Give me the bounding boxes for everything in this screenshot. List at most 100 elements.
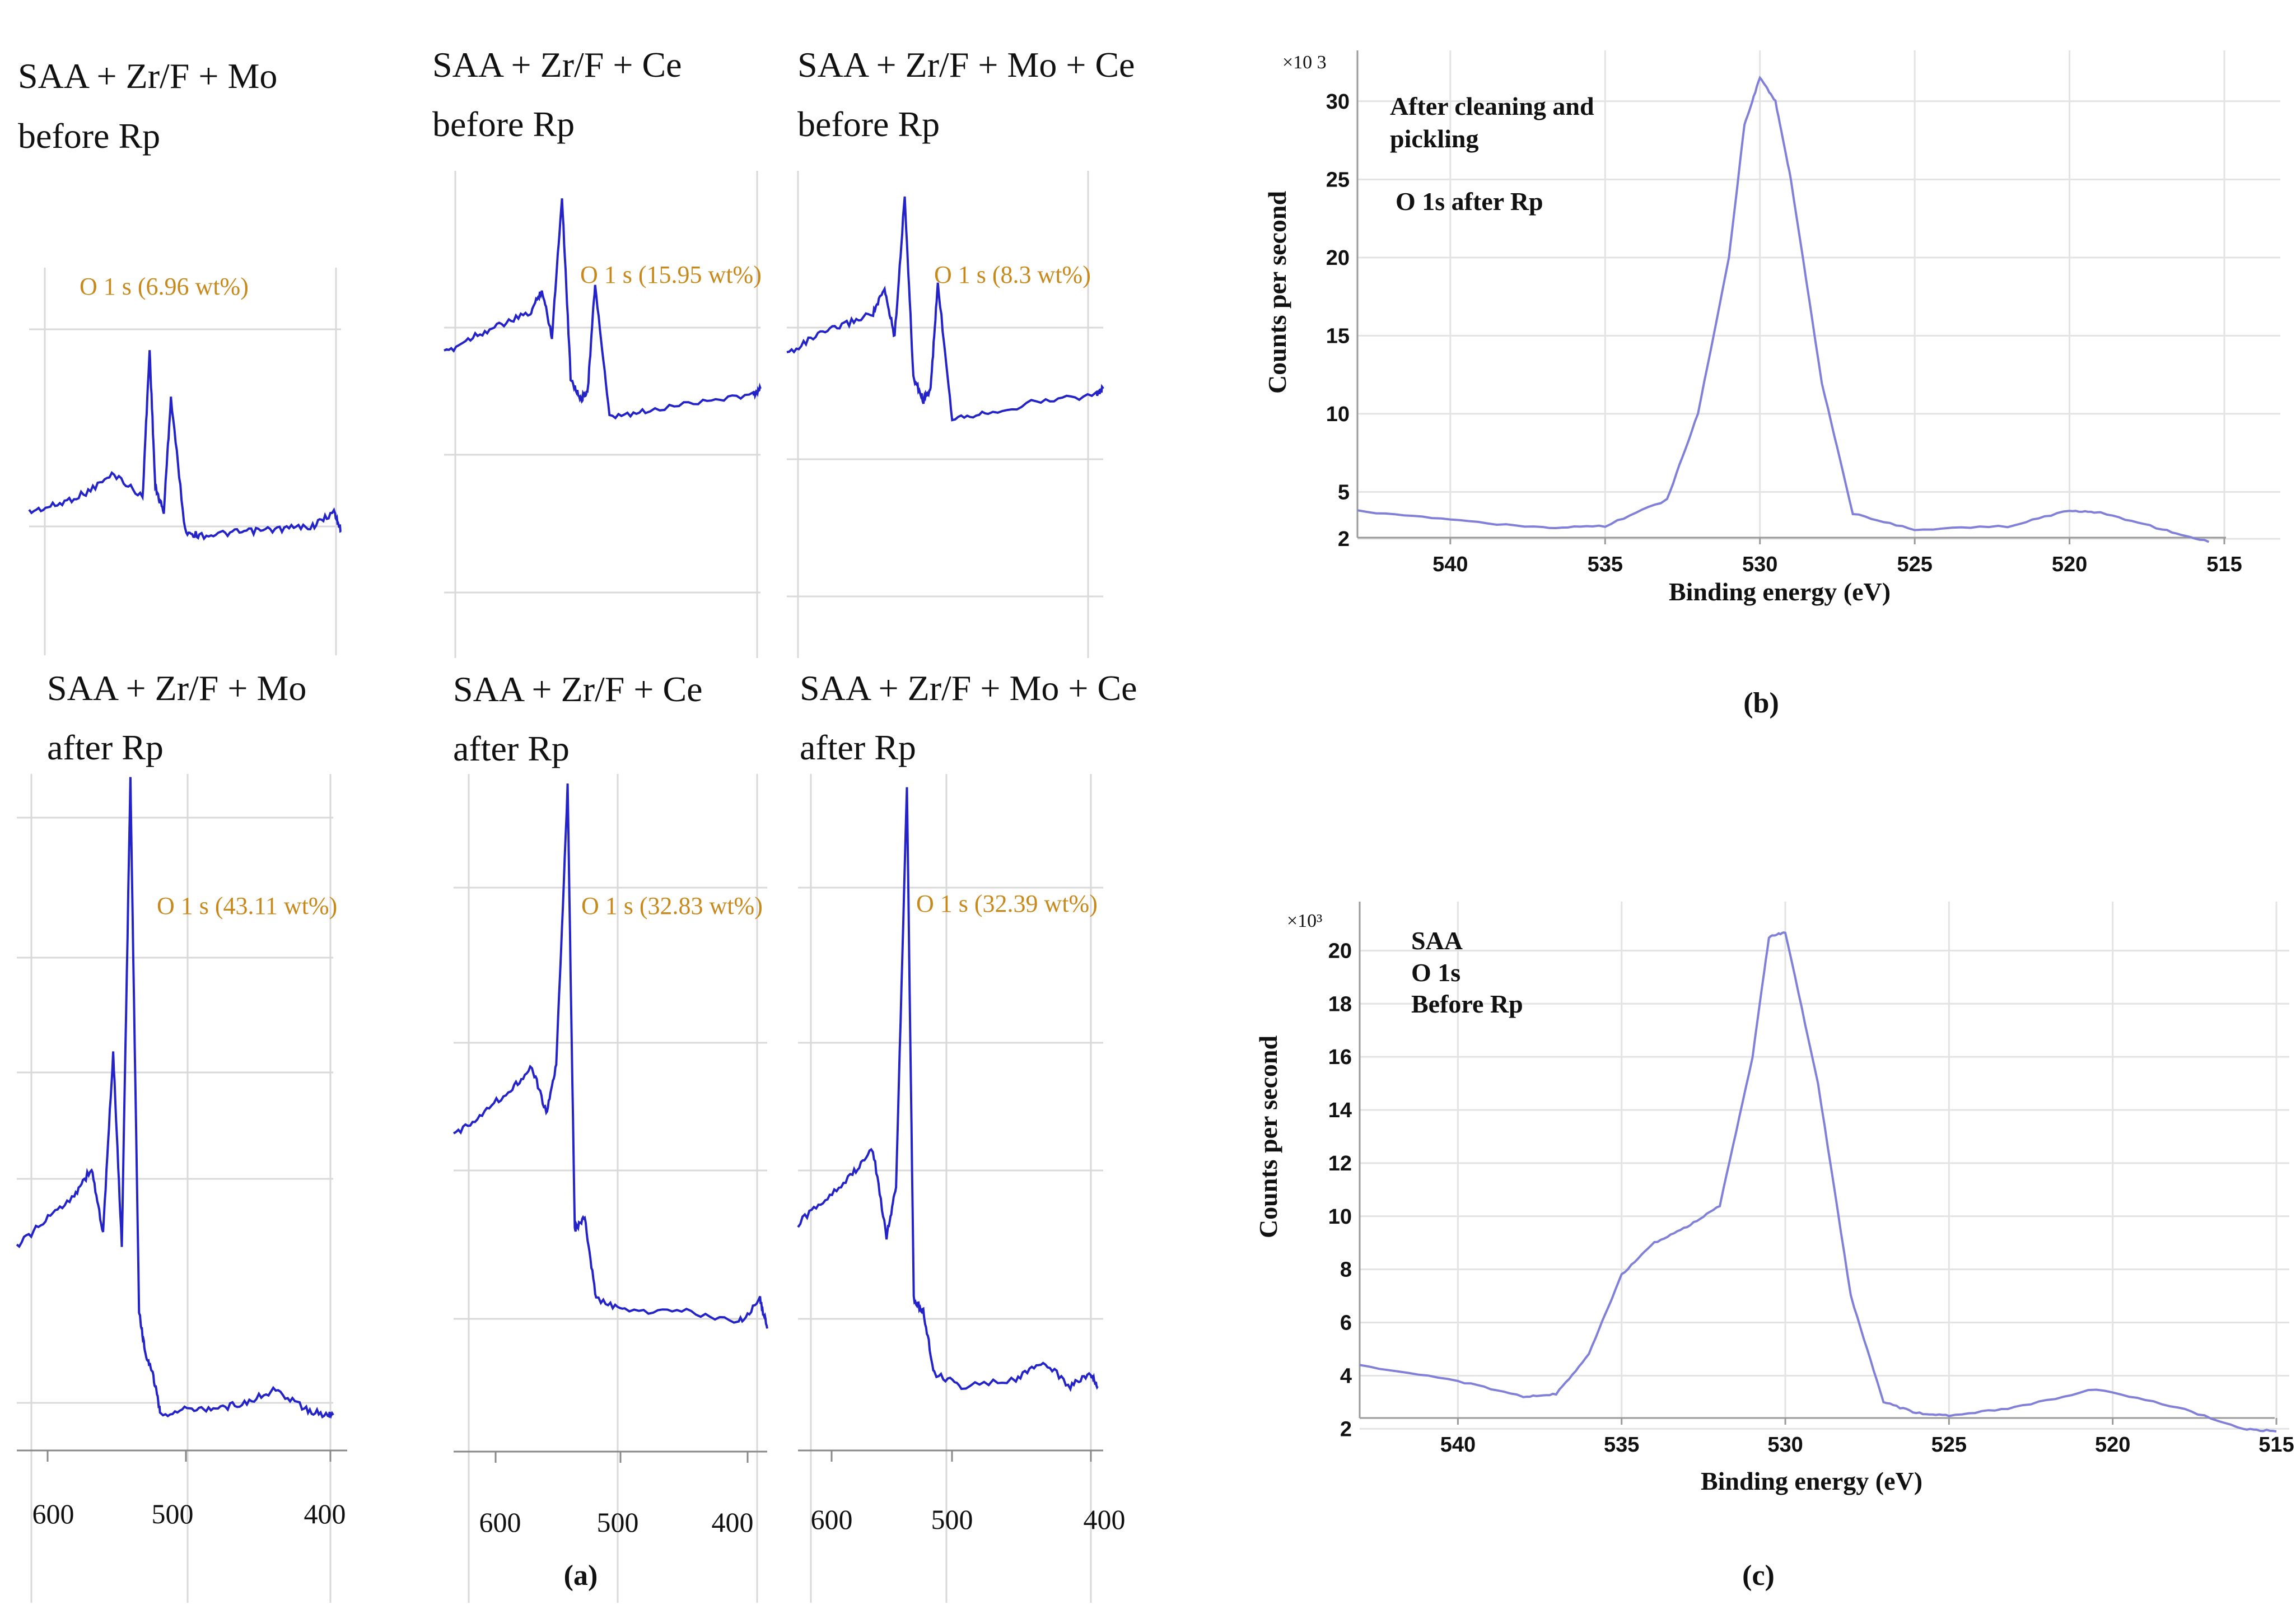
plot-c-y-tick-label: 12 (1328, 1152, 1352, 1175)
plot-b-y-tick-label: 15 (1326, 324, 1350, 348)
plot-b-y-tick-label: 30 (1326, 90, 1350, 114)
plot-c-annotation-line2: O 1s (1411, 958, 1460, 987)
plot-a5: SAA + Zr/F + Ce after Rp 600 500 400 O 1… (453, 669, 768, 1603)
plot-a2-area (444, 171, 760, 658)
plot-a4-x-tick-label: 500 (152, 1498, 194, 1529)
plot-c-x-tick-label: 515 (2258, 1433, 2294, 1457)
plot-a2-spectrum-line (444, 198, 762, 420)
plot-b-multiplier: ×10 3 (1282, 52, 1327, 73)
plot-a2-title-line1: SAA + Zr/F + Ce (432, 45, 682, 85)
plot-c-x-tick-label: 535 (1604, 1433, 1639, 1457)
caption-a: (a) (564, 1560, 598, 1592)
plot-a2-title-line2: before Rp (432, 104, 575, 144)
plot-b-annotation-line1: After cleaning and (1390, 92, 1594, 120)
plot-a5-peak-label: O 1 s (32.83 wt%) (581, 892, 763, 920)
plot-c-area (1360, 902, 2289, 1418)
plot-b-x-tick-label: 540 (1432, 553, 1468, 576)
plot-a6: SAA + Zr/F + Mo + Ce after Rp 600 500 40… (797, 668, 1137, 1603)
plot-a2-peak-label: O 1 s (15.95 wt%) (580, 261, 762, 288)
plot-a5-title-line2: after Rp (453, 729, 570, 768)
panel-a: SAA + Zr/F + Mo before Rp O 1 s (6.96 wt… (16, 45, 1137, 1603)
plot-b-y-tick-label: 5 (1338, 481, 1350, 504)
plot-b-y-tick-label: 2 (1338, 528, 1350, 551)
plot-a4-area (17, 774, 333, 1603)
plot-c-y-tick-label: 14 (1328, 1099, 1352, 1122)
plot-a3: SAA + Zr/F + Mo + Ce before Rp O 1 s (8.… (786, 45, 1135, 658)
plot-a3-title-line2: before Rp (797, 104, 940, 144)
plot-a1: SAA + Zr/F + Mo before Rp O 1 s (6.96 wt… (18, 56, 342, 655)
plot-c-spectrum-line (1359, 931, 2277, 1433)
plot-b-area (1357, 50, 2280, 538)
plot-a6-area (798, 774, 1103, 1603)
plot-b-x-tick-label: 535 (1588, 553, 1623, 576)
plot-c-x-tick-label: 520 (2095, 1433, 2130, 1457)
plot-b-y-tick-label: 20 (1326, 246, 1350, 270)
plot-c-multiplier: ×10³ (1287, 911, 1322, 931)
plot-c-y-tick-label: 4 (1340, 1364, 1352, 1388)
plot-a1-title-line2: before Rp (18, 116, 160, 156)
plot-a6-x-tick-label: 600 (811, 1504, 853, 1535)
plot-c-y-tick-label: 6 (1340, 1312, 1352, 1335)
plot-c-x-tick-label: 525 (1931, 1433, 1967, 1457)
plot-b-annotation-line3: O 1s after Rp (1396, 187, 1543, 216)
plot-a5-x-tick-label: 600 (479, 1506, 521, 1538)
plot-a4-x-tick-label: 600 (32, 1498, 74, 1529)
plot-a4-title-line2: after Rp (47, 727, 164, 767)
plot-a1-spectrum-line (28, 350, 342, 541)
plot-c-ticks: 2 4 6 8 10 12 14 16 18 20 540 535 530 525 520 515 (1328, 939, 2294, 1457)
plot-a3-area (787, 171, 1103, 658)
plot-a4-peak-label: O 1 s (43.11 wt%) (157, 892, 337, 920)
plot-a6-title-line2: after Rp (800, 727, 916, 767)
plot-a6-title-line1: SAA + Zr/F + Mo + Ce (800, 668, 1137, 708)
plot-a1-peak-label: O 1 s (6.96 wt%) (80, 273, 249, 300)
caption-b: (b) (1743, 687, 1779, 719)
plot-c-y-label: Counts per second (1254, 1035, 1282, 1239)
plot-b-y-label: Counts per second (1263, 191, 1291, 394)
plot-c-y-tick-label: 18 (1328, 992, 1352, 1016)
plot-b-x-tick-label: 520 (2052, 553, 2087, 576)
plot-a6-spectrum-line (797, 787, 1099, 1392)
plot-a6-x-tick-label: 400 (1084, 1504, 1126, 1535)
plot-b-x-tick-label: 515 (2206, 553, 2242, 576)
plot-a5-title-line1: SAA + Zr/F + Ce (453, 669, 703, 709)
plot-b-y-tick-label: 10 (1326, 403, 1350, 426)
plot-a5-spectrum-line (453, 783, 768, 1329)
plot-b-x-tick-label: 525 (1897, 553, 1932, 576)
plot-c-y-tick-label: 16 (1328, 1046, 1352, 1069)
plot-b-spectrum-line (1357, 76, 2210, 543)
plot-a4-x-tick-label: 400 (304, 1498, 346, 1529)
plot-a3-peak-label: O 1 s (8.3 wt%) (934, 261, 1091, 288)
plot-c-x-tick-label: 530 (1767, 1433, 1803, 1457)
plot-c-annotation-line1: SAA (1411, 926, 1463, 955)
plot-a3-title-line1: SAA + Zr/F + Mo + Ce (797, 45, 1135, 85)
plot-c-y-tick-label: 8 (1340, 1258, 1352, 1282)
plot-a5-x-tick-label: 500 (597, 1506, 639, 1538)
plot-a4: SAA + Zr/F + Mo after Rp 600 500 400 O 1… (16, 668, 347, 1603)
plot-b-y-tick-label: 25 (1326, 168, 1350, 192)
plot-c-y-tick-label: 10 (1328, 1205, 1352, 1229)
plot-c-grid (1360, 902, 2289, 1430)
plot-c-x-tick-label: 540 (1440, 1433, 1476, 1457)
plot-a1-title-line1: SAA + Zr/F + Mo (18, 56, 277, 96)
plot-c-x-label: Binding energy (eV) (1701, 1467, 1922, 1495)
plot-a6-peak-label: O 1 s (32.39 wt%) (916, 890, 1098, 917)
plot-a3-spectrum-line (786, 196, 1104, 422)
plot-a4-spectrum-line (16, 777, 334, 1419)
plot-a5-x-tick-label: 400 (712, 1506, 754, 1538)
plot-c-y-tick-label: 20 (1328, 939, 1352, 963)
plot-b-annotation-line2: pickling (1390, 124, 1479, 153)
plot-c-annotation-line3: Before Rp (1411, 990, 1523, 1018)
plot-b-x-tick-label: 530 (1742, 553, 1777, 576)
plot-a1-area (29, 268, 341, 655)
plot-a6-x-tick-label: 500 (931, 1504, 973, 1535)
plot-b-grid (1357, 50, 2280, 540)
plot-c-y-tick-label: 2 (1340, 1417, 1352, 1441)
plot-a2: SAA + Zr/F + Ce before Rp O 1 s (15.95 w… (432, 45, 762, 658)
caption-c: (c) (1742, 1560, 1775, 1592)
plot-a4-title-line1: SAA + Zr/F + Mo (47, 668, 306, 708)
plot-a5-area (454, 774, 767, 1603)
